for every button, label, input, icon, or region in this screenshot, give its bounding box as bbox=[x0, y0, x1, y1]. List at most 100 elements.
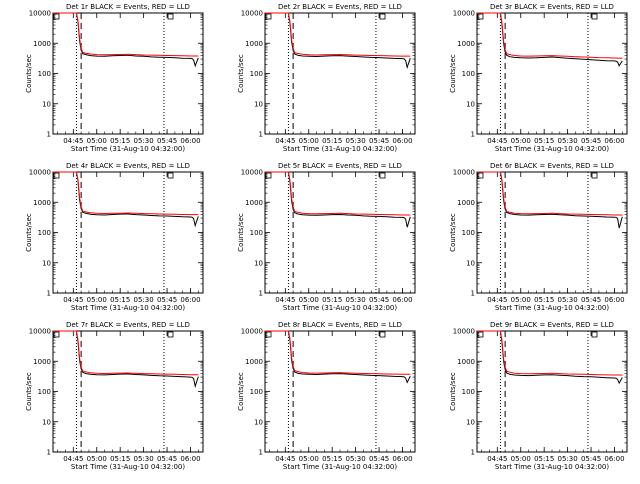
x-tick-label: 05:00 bbox=[87, 455, 107, 463]
corner-marker-box bbox=[477, 13, 484, 20]
y-axis-label: Counts/sec bbox=[237, 372, 245, 411]
lld-series-line bbox=[53, 171, 199, 216]
det-panel-5: Det 5r BLACK = Events, RED = LLD 1 10 100 10… bbox=[237, 162, 416, 312]
x-tick-label: 05:00 bbox=[87, 296, 107, 304]
corner-marker-box bbox=[53, 13, 60, 20]
y-tick-label: 10000 bbox=[241, 10, 263, 18]
x-axis-label: Start Time (31-Aug-10 04:32:00) bbox=[71, 145, 185, 153]
lld-series-line bbox=[265, 171, 411, 216]
y-tick-label: 10000 bbox=[29, 10, 51, 18]
x-tick-label: 05:45 bbox=[157, 455, 177, 463]
y-tick-label: 100 bbox=[38, 70, 51, 78]
x-axis-label: Start Time (31-Aug-10 04:32:00) bbox=[71, 304, 185, 312]
corner-marker-box bbox=[265, 172, 272, 179]
corner-marker-box bbox=[167, 331, 174, 338]
y-tick-label: 1 bbox=[259, 131, 263, 139]
x-tick-label: 04:45 bbox=[63, 455, 83, 463]
x-tick-label: 06:00 bbox=[604, 296, 624, 304]
x-tick-label: 05:45 bbox=[157, 296, 177, 304]
y-tick-label: 1000 bbox=[245, 358, 263, 366]
lld-series-line bbox=[265, 330, 411, 375]
corner-marker-box bbox=[477, 172, 484, 179]
corner-marker-box bbox=[591, 172, 598, 179]
lld-series-line bbox=[53, 330, 199, 376]
y-tick-label: 1 bbox=[471, 131, 475, 139]
x-tick-label: 05:15 bbox=[322, 296, 342, 304]
y-tick-label: 10000 bbox=[241, 328, 263, 336]
y-tick-label: 1000 bbox=[457, 199, 475, 207]
corner-marker-box bbox=[477, 331, 484, 338]
x-tick-label: 06:00 bbox=[604, 455, 624, 463]
plot-frame bbox=[476, 12, 628, 135]
y-tick-label: 10 bbox=[254, 100, 263, 108]
corner-marker-box bbox=[167, 13, 174, 20]
y-tick-label: 1000 bbox=[245, 40, 263, 48]
x-tick-label: 05:45 bbox=[369, 455, 389, 463]
x-axis-label: Start Time (31-Aug-10 04:32:00) bbox=[283, 463, 397, 471]
corner-marker-box bbox=[379, 13, 386, 20]
y-axis-label: Counts/sec bbox=[449, 213, 457, 252]
det-panel-9: Det 9r BLACK = Events, RED = LLD 1 10 100 10… bbox=[449, 321, 628, 471]
y-tick-label: 100 bbox=[462, 388, 475, 396]
x-tick-label: 05:00 bbox=[511, 137, 531, 145]
x-tick-label: 06:00 bbox=[392, 137, 412, 145]
x-tick-label: 05:45 bbox=[581, 455, 601, 463]
y-axis-label: Counts/sec bbox=[237, 213, 245, 252]
x-axis-label: Start Time (31-Aug-10 04:32:00) bbox=[495, 463, 609, 471]
x-tick-label: 05:30 bbox=[134, 296, 154, 304]
y-tick-label: 1 bbox=[47, 131, 51, 139]
events-series-line bbox=[53, 171, 199, 228]
det-panel-8: Det 8r BLACK = Events, RED = LLD 1 10 100 10… bbox=[237, 321, 416, 471]
events-series-line bbox=[265, 12, 411, 70]
corner-marker-box bbox=[53, 172, 60, 179]
corner-marker-box bbox=[167, 172, 174, 179]
y-tick-label: 1000 bbox=[33, 40, 51, 48]
x-axis-label: Start Time (31-Aug-10 04:32:00) bbox=[495, 304, 609, 312]
events-series-line bbox=[477, 171, 623, 229]
x-tick-label: 05:15 bbox=[110, 296, 130, 304]
x-axis-label: Start Time (31-Aug-10 04:32:00) bbox=[283, 304, 397, 312]
det-panel-7: Det 7r BLACK = Events, RED = LLD 1 10 100 10… bbox=[25, 321, 204, 471]
x-tick-label: 05:00 bbox=[299, 137, 319, 145]
y-tick-label: 100 bbox=[38, 229, 51, 237]
events-series-line bbox=[477, 12, 623, 67]
x-tick-label: 05:15 bbox=[322, 455, 342, 463]
y-tick-label: 100 bbox=[462, 70, 475, 78]
events-series-line bbox=[265, 171, 411, 228]
det-panel-3: Det 3r BLACK = Events, RED = LLD 1 10 100 10… bbox=[449, 3, 628, 153]
y-axis-label: Counts/sec bbox=[25, 213, 33, 252]
x-tick-label: 05:15 bbox=[322, 137, 342, 145]
lld-series-line bbox=[265, 12, 411, 57]
corner-marker-box bbox=[591, 331, 598, 338]
y-tick-label: 10000 bbox=[453, 169, 475, 177]
y-tick-label: 10 bbox=[466, 418, 475, 426]
y-tick-label: 10000 bbox=[453, 328, 475, 336]
corner-marker-box bbox=[53, 331, 60, 338]
det-panel-1: Det 1r BLACK = Events, RED = LLD 1 10 100 10… bbox=[25, 3, 204, 153]
plot-title: Det 2r BLACK = Events, RED = LLD bbox=[278, 3, 402, 11]
x-tick-label: 05:15 bbox=[110, 455, 130, 463]
x-tick-label: 06:00 bbox=[604, 137, 624, 145]
corner-marker-box bbox=[379, 172, 386, 179]
x-tick-label: 05:30 bbox=[558, 455, 578, 463]
events-series-line bbox=[265, 330, 411, 384]
y-tick-label: 1 bbox=[471, 290, 475, 298]
plot-frame bbox=[476, 171, 628, 294]
corner-marker-box bbox=[379, 331, 386, 338]
x-tick-label: 05:15 bbox=[534, 455, 554, 463]
x-tick-label: 05:45 bbox=[157, 137, 177, 145]
y-tick-label: 100 bbox=[250, 229, 263, 237]
x-tick-label: 04:45 bbox=[63, 137, 83, 145]
x-tick-label: 05:15 bbox=[534, 137, 554, 145]
y-tick-label: 10000 bbox=[241, 169, 263, 177]
y-axis-label: Counts/sec bbox=[449, 372, 457, 411]
y-tick-label: 1 bbox=[47, 290, 51, 298]
y-tick-label: 10000 bbox=[29, 328, 51, 336]
x-tick-label: 05:45 bbox=[581, 137, 601, 145]
y-tick-label: 10000 bbox=[453, 10, 475, 18]
x-tick-label: 05:00 bbox=[299, 455, 319, 463]
x-tick-label: 05:00 bbox=[511, 455, 531, 463]
plot-title: Det 5r BLACK = Events, RED = LLD bbox=[278, 162, 402, 170]
plot-frame bbox=[264, 171, 416, 294]
